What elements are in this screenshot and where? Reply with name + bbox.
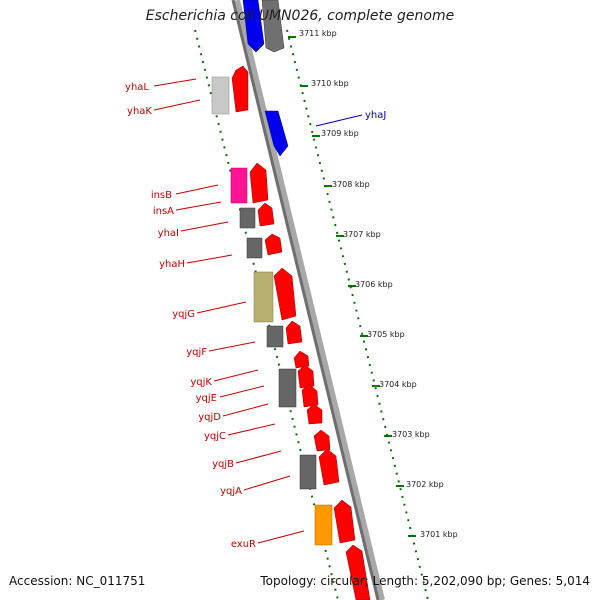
gene-exuR-orange[interactable]	[314, 504, 333, 546]
gene-yqjG[interactable]	[273, 267, 297, 321]
gene-yqjK-red[interactable]	[293, 350, 310, 369]
gene-label-exuR[interactable]: exuR	[231, 539, 256, 550]
gene-yqjK[interactable]	[278, 368, 297, 408]
backbone	[231, 0, 380, 600]
gene-label-yqjE[interactable]: yqjE	[196, 393, 217, 404]
gene-yqjD[interactable]	[301, 383, 319, 408]
gene-label-yqjA[interactable]: yqjA	[220, 486, 242, 497]
gene-bottom[interactable]	[345, 544, 371, 600]
gene-label-yqjG[interactable]: yqjG	[172, 309, 195, 320]
gene-yhaL[interactable]	[231, 65, 249, 113]
inner-tick-ring	[194, 29, 339, 600]
tick-marks	[288, 36, 416, 537]
gene-label-yhaK[interactable]: yhaK	[127, 106, 152, 117]
tick-label-3708: 3708 kbp	[332, 180, 370, 189]
tick-label-3709: 3709 kbp	[321, 129, 359, 138]
gene-yqjD2[interactable]	[306, 403, 323, 425]
tick-label-3711: 3711 kbp	[299, 29, 337, 38]
accession-label: Accession: NC_011751	[9, 574, 146, 588]
gene-yhaK[interactable]	[211, 76, 230, 115]
gene-label-yhaI[interactable]: yhaI	[158, 228, 179, 239]
gene-insA[interactable]	[239, 207, 256, 229]
gene-label-yqjD[interactable]: yqjD	[198, 412, 221, 423]
gene-insB[interactable]	[249, 162, 269, 204]
gene-label-yqjK[interactable]: yqjK	[190, 377, 212, 388]
gene-exuR[interactable]	[333, 499, 356, 544]
gene-yqjC[interactable]	[313, 429, 331, 452]
gene-label-insB[interactable]: insB	[151, 190, 172, 201]
gene-yqjB[interactable]	[299, 454, 317, 490]
gene-label-yhaJ[interactable]: yhaJ	[365, 110, 386, 121]
tick-label-3702: 3702 kbp	[406, 480, 444, 489]
gene-blue-top[interactable]	[242, 0, 265, 53]
gene-label-yqjC[interactable]: yqjC	[204, 431, 226, 442]
gene-label-yqjF[interactable]: yqjF	[186, 347, 207, 358]
gene-yqjF-red[interactable]	[285, 320, 303, 345]
tick-label-3710: 3710 kbp	[311, 79, 349, 88]
gene-yqjG-khaki[interactable]	[253, 271, 274, 323]
label-callout-yhaJ	[315, 114, 363, 127]
gene-label-insA[interactable]: insA	[153, 206, 174, 217]
gene-label-yqjB[interactable]: yqjB	[212, 459, 234, 470]
tick-label-3701: 3701 kbp	[420, 530, 458, 539]
tick-label-3707: 3707 kbp	[343, 230, 381, 239]
gene-insA-red[interactable]	[257, 202, 275, 227]
gene-yhaI[interactable]	[246, 237, 263, 259]
tick-label-3703: 3703 kbp	[392, 430, 430, 439]
gene-yqjF[interactable]	[266, 325, 284, 348]
gene-yhaJ[interactable]	[264, 110, 289, 157]
tick-label-3705: 3705 kbp	[367, 330, 405, 339]
gene-grey-top[interactable]	[261, 0, 285, 53]
gene-yhaI-red[interactable]	[264, 233, 283, 256]
map-title: Escherichia coli UMN026, complete genome	[145, 8, 455, 24]
tick-label-3706: 3706 kbp	[355, 280, 393, 289]
gene-yqjA[interactable]	[318, 448, 340, 486]
outer-tick-ring	[286, 29, 429, 600]
gene-insB-pink[interactable]	[230, 167, 248, 204]
genome-summary: Topology: circular; Length: 5,202,090 bp…	[260, 574, 590, 588]
gene-label-yhaL[interactable]: yhaL	[125, 82, 149, 93]
gene-label-yhaH[interactable]: yhaH	[159, 259, 185, 270]
backbone-shadow	[234, 0, 385, 600]
gene-cluster-forward	[211, 65, 371, 600]
tick-label-3704: 3704 kbp	[379, 380, 417, 389]
label-callouts	[153, 78, 305, 544]
gene-yqjE[interactable]	[297, 364, 315, 389]
